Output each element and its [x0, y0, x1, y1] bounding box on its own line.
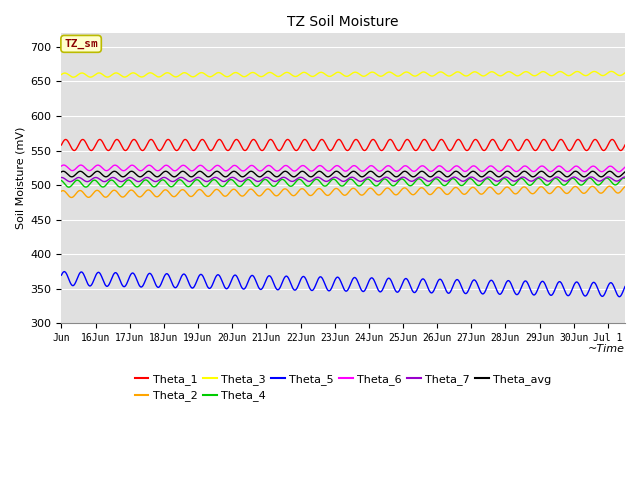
Theta_7 [102, 179, 109, 184]
Theta_4 [102, 183, 109, 189]
Line: Theta_1: Theta_1 [61, 140, 625, 151]
Theta_1 [308, 147, 316, 153]
Theta_7 [125, 175, 132, 180]
Theta_7 [66, 179, 74, 184]
Theta_avg [102, 174, 109, 180]
Line: Theta_2: Theta_2 [61, 186, 625, 197]
Theta_7 [58, 175, 65, 180]
Theta_4 [308, 180, 316, 185]
Theta_5 [125, 277, 132, 283]
Theta_6 [102, 168, 109, 173]
Theta_4 [125, 177, 132, 183]
Theta_avg [589, 168, 596, 174]
Theta_3 [58, 72, 65, 77]
Title: TZ Soil Moisture: TZ Soil Moisture [287, 15, 399, 29]
Theta_1 [369, 137, 377, 143]
Theta_7 [308, 177, 316, 183]
Theta_2 [605, 183, 613, 189]
Theta_1 [319, 137, 326, 143]
Theta_3 [70, 74, 77, 80]
Theta_1 [124, 145, 132, 151]
Theta_7 [621, 174, 629, 180]
Theta_7 [379, 176, 387, 181]
Theta_4 [65, 184, 73, 190]
Theta_3 [379, 73, 387, 79]
Theta_1 [101, 144, 109, 150]
Theta_6 [379, 167, 387, 173]
Theta_7 [297, 174, 305, 180]
Theta_5 [319, 276, 326, 282]
Theta_4 [319, 182, 326, 188]
Theta_4 [297, 177, 305, 183]
Theta_6 [621, 164, 629, 170]
Theta_6 [297, 163, 305, 169]
Text: ~Time: ~Time [588, 344, 625, 354]
Theta_avg [621, 169, 629, 175]
Line: Theta_6: Theta_6 [61, 165, 625, 172]
Theta_avg [58, 169, 65, 175]
Line: Theta_avg: Theta_avg [61, 171, 625, 177]
Theta_1 [621, 142, 629, 148]
Theta_3 [308, 73, 316, 79]
Theta_4 [58, 178, 65, 183]
Theta_1 [310, 148, 317, 154]
Theta_avg [125, 170, 132, 176]
Line: Theta_7: Theta_7 [61, 177, 625, 181]
Theta_avg [85, 174, 93, 180]
Theta_6 [125, 165, 132, 170]
Theta_5 [379, 287, 387, 293]
Theta_5 [58, 272, 65, 278]
Theta_5 [616, 294, 623, 300]
Theta_5 [61, 269, 68, 275]
Theta_avg [379, 172, 387, 178]
Theta_3 [297, 71, 305, 76]
Line: Theta_3: Theta_3 [61, 72, 625, 77]
Theta_2 [102, 194, 109, 200]
Line: Theta_4: Theta_4 [61, 178, 625, 187]
Line: Theta_5: Theta_5 [61, 272, 625, 297]
Theta_7 [319, 177, 326, 183]
Theta_6 [308, 168, 316, 174]
Theta_4 [621, 175, 629, 181]
Theta_5 [102, 282, 109, 288]
Theta_6 [615, 169, 623, 175]
Theta_3 [319, 70, 326, 75]
Theta_3 [621, 70, 629, 76]
Theta_1 [297, 142, 305, 148]
Theta_2 [68, 194, 76, 200]
Theta_5 [621, 284, 629, 289]
Legend: Theta_1, Theta_2, Theta_3, Theta_4, Theta_5, Theta_6, Theta_7, Theta_avg: Theta_1, Theta_2, Theta_3, Theta_4, Thet… [131, 370, 556, 406]
Theta_5 [297, 276, 305, 282]
Theta_2 [58, 188, 65, 194]
Theta_2 [308, 192, 316, 198]
Theta_3 [125, 72, 132, 78]
Theta_6 [319, 164, 326, 170]
Theta_3 [102, 73, 109, 79]
Theta_1 [58, 142, 65, 148]
Theta_1 [379, 147, 387, 153]
Theta_2 [125, 189, 132, 195]
Y-axis label: Soil Moisture (mV): Soil Moisture (mV) [15, 127, 25, 229]
Theta_3 [607, 69, 615, 74]
Theta_avg [319, 170, 326, 176]
Theta_2 [379, 190, 387, 195]
Text: TZ_sm: TZ_sm [64, 39, 98, 49]
Theta_6 [58, 163, 65, 169]
Theta_avg [297, 169, 305, 175]
Theta_5 [308, 288, 316, 293]
Theta_avg [308, 173, 316, 179]
Theta_2 [319, 188, 326, 194]
Theta_2 [297, 186, 305, 192]
Theta_4 [620, 175, 628, 181]
Theta_2 [621, 184, 629, 190]
Theta_4 [379, 177, 387, 183]
Theta_6 [60, 162, 67, 168]
